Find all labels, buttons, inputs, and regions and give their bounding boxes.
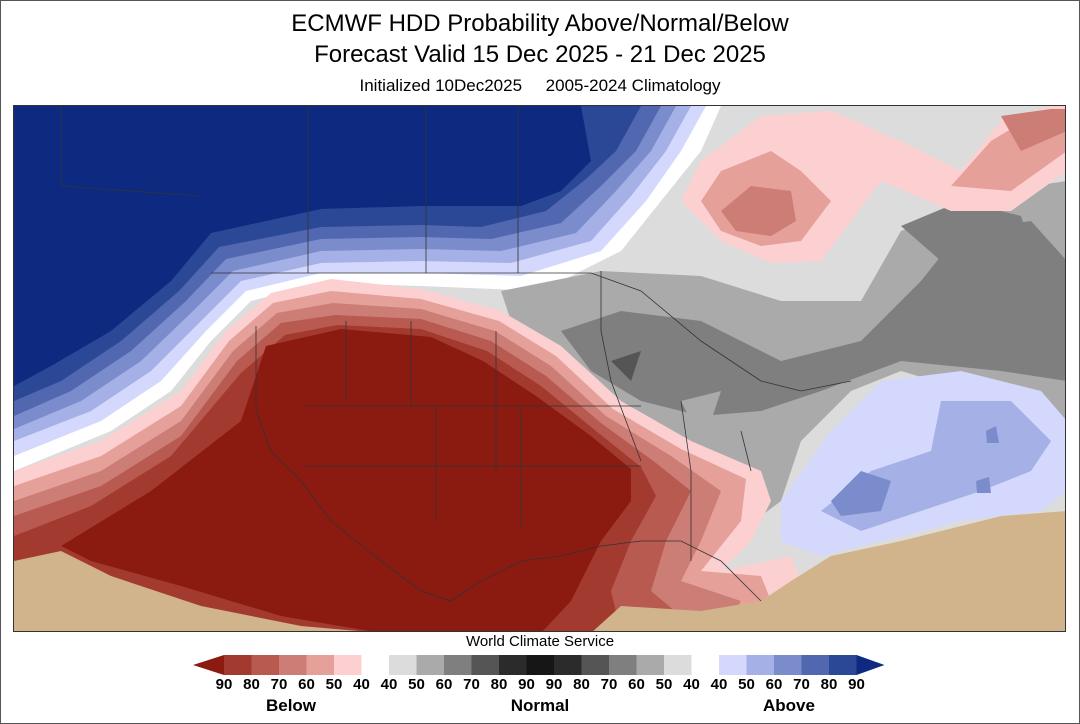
colorbar-swatch bbox=[306, 655, 335, 675]
colorbar-tick-label: 50 bbox=[408, 676, 425, 693]
colorbar-tick-label: 70 bbox=[793, 676, 810, 693]
colorbar-swatch bbox=[416, 655, 445, 675]
colorbar-tick-label: 70 bbox=[463, 676, 480, 693]
colorbar-tick-label: 90 bbox=[848, 676, 865, 693]
colorbar-arrow-high bbox=[856, 655, 885, 675]
colorbar-swatch bbox=[801, 655, 830, 675]
colorbar-tick-label: 90 bbox=[215, 676, 233, 693]
credit-text: World Climate Service bbox=[465, 633, 615, 650]
above-region-northwest bbox=[14, 106, 721, 471]
colorbar-swatch bbox=[471, 655, 500, 675]
colorbar-swatch bbox=[444, 655, 472, 675]
map-canvas bbox=[14, 106, 1065, 631]
colorbar-tick-label: 60 bbox=[765, 676, 783, 693]
colorbar-tick-label: 50 bbox=[738, 676, 755, 693]
probability-map bbox=[13, 105, 1066, 632]
political-borders bbox=[60, 106, 852, 602]
colorbar-tick-label: 40 bbox=[683, 676, 700, 693]
colorbar-tick-label: 50 bbox=[655, 676, 673, 693]
colorbar-swatch bbox=[664, 655, 692, 675]
colorbar-swatch bbox=[719, 655, 747, 675]
colorbar-swatch bbox=[224, 655, 252, 675]
colorbar bbox=[193, 655, 885, 675]
colorbar-swatch bbox=[334, 655, 362, 675]
title-line-1: ECMWF HDD Probability Above/Normal/Below bbox=[291, 10, 789, 37]
colorbar-swatch bbox=[526, 655, 555, 675]
colorbar-swatch bbox=[279, 655, 307, 675]
colorbar-swatch bbox=[829, 655, 857, 675]
colorbar-tick-label: 40 bbox=[380, 676, 398, 693]
colorbar-arrow-low bbox=[193, 655, 224, 675]
title-line-3: Initialized 10Dec2025 2005-2024 Climatol… bbox=[359, 76, 721, 95]
colorbar-swatch bbox=[389, 655, 417, 675]
colorbar-swatch bbox=[746, 655, 775, 675]
colorbar-tick-label: 80 bbox=[490, 676, 508, 693]
below-region-hudson-bay bbox=[681, 106, 1065, 263]
colorbar-tick-label: 90 bbox=[518, 676, 535, 693]
colorbar-tick-label: 60 bbox=[298, 676, 315, 693]
colorbar-tick-label: 60 bbox=[628, 676, 645, 693]
colorbar-swatch bbox=[774, 655, 802, 675]
colorbar-tick-label: 60 bbox=[435, 676, 453, 693]
category-below: Below bbox=[265, 696, 317, 715]
colorbar-swatch bbox=[609, 655, 637, 675]
category-normal: Normal bbox=[510, 696, 570, 715]
colorbar-swatch bbox=[581, 655, 610, 675]
colorbar-swatch bbox=[251, 655, 280, 675]
colorbar-tick-label: 80 bbox=[243, 676, 260, 693]
above-region-atlantic bbox=[781, 371, 1065, 556]
colorbar-swatch bbox=[361, 655, 390, 675]
category-above: Above bbox=[763, 696, 815, 715]
colorbar-tick-label: 70 bbox=[270, 676, 288, 693]
colorbar-swatch bbox=[499, 655, 527, 675]
colorbar-swatch bbox=[554, 655, 582, 675]
colorbar-tick-label: 90 bbox=[545, 676, 563, 693]
colorbar-tick-label: 70 bbox=[600, 676, 618, 693]
colorbar-tick-label: 80 bbox=[820, 676, 838, 693]
colorbar-tick-labels: 90 80 70 60 50 40 40 50 60 70 80 90 90 80 70 60 50 40 40 50… bbox=[0, 676, 1080, 696]
colorbar-swatch bbox=[636, 655, 665, 675]
land-mask bbox=[14, 511, 1065, 631]
below-region-west bbox=[14, 279, 801, 631]
colorbar-swatch bbox=[691, 655, 720, 675]
colorbar-tick-label: 50 bbox=[325, 676, 343, 693]
colorbar-tick-label: 40 bbox=[353, 676, 370, 693]
colorbar-tick-label: 80 bbox=[573, 676, 590, 693]
colorbar-tick-label: 40 bbox=[710, 676, 728, 693]
title-line-2: Forecast Valid 15 Dec 2025 - 21 Dec 2025 bbox=[314, 41, 766, 68]
